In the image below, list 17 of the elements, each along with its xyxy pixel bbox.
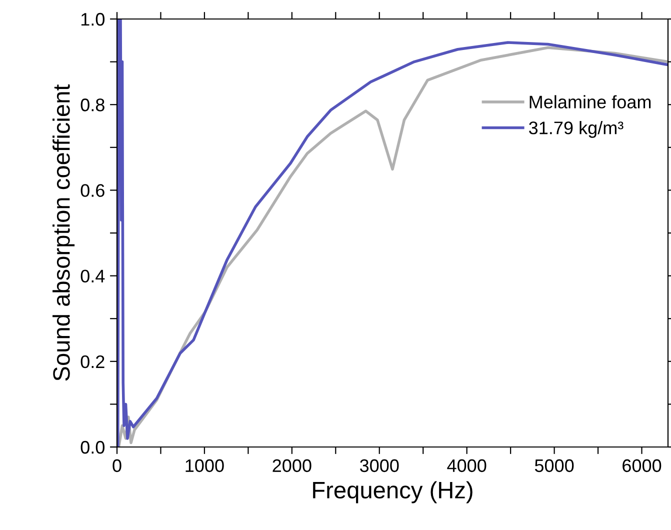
x-tick-label: 5000 (534, 459, 574, 472)
y-tick-label: 0.8 (80, 98, 104, 112)
y-tick-label: 0.4 (80, 270, 105, 283)
x-tick-label: 2000 (272, 459, 312, 472)
x-tick-label: 0 (112, 459, 122, 472)
y-tick-label: 1.0 (81, 12, 104, 26)
legend-label: Melamine foam (530, 95, 651, 108)
x-axis-title: Frequency (Hz) (313, 481, 472, 504)
x-tick-label: 3000 (360, 459, 399, 472)
x-tick-label: 4000 (447, 459, 486, 472)
x-tick-label: 1000 (186, 459, 224, 472)
y-tick-label: 0.2 (80, 355, 104, 368)
y-tick-label: 0.0 (80, 440, 104, 454)
y-tick-label: 0.6 (80, 184, 104, 197)
y-axis-title: Sound absorption coefficient (52, 84, 75, 381)
x-tick-label: 6000 (622, 459, 662, 472)
legend-label: 31.79 kg/m³ (529, 121, 624, 138)
